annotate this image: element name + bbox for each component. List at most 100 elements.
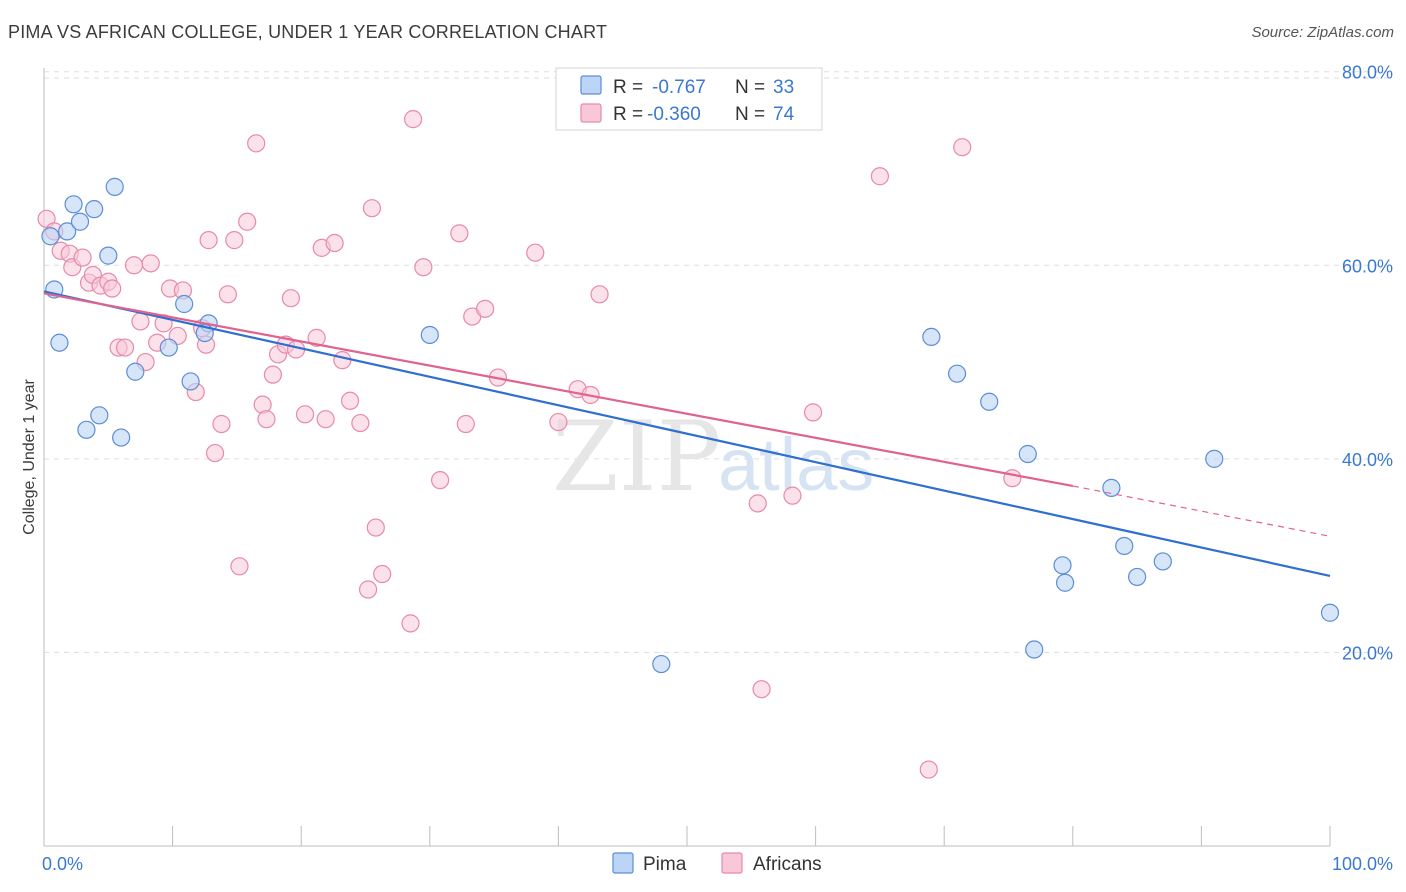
africans-point — [752, 680, 771, 699]
x-ticks — [43, 826, 1331, 846]
pima-n-value: 33 — [773, 77, 794, 98]
pima-point — [1115, 536, 1134, 556]
y-tick-label: 60.0% — [1342, 256, 1393, 276]
africans-series — [37, 110, 1022, 779]
pima-point — [181, 372, 200, 391]
africans-point — [475, 299, 495, 318]
pima-point — [1053, 556, 1072, 575]
africans-point — [238, 212, 257, 231]
x-tick-label: 100.0% — [1332, 854, 1393, 874]
africans-point — [340, 391, 360, 410]
legend-africans-swatch — [721, 852, 743, 874]
africans-point — [362, 199, 382, 218]
africans-point — [199, 231, 218, 250]
africans-point — [316, 410, 335, 429]
legend-pima-label: Pima — [643, 854, 687, 875]
pima-point — [420, 325, 439, 345]
x-tick-label: 0.0% — [42, 854, 83, 874]
pima-point — [1102, 478, 1121, 497]
pima-point — [1055, 573, 1075, 592]
pima-point — [70, 212, 90, 231]
legend-pima-swatch — [612, 852, 634, 874]
y-tick-label: 80.0% — [1342, 63, 1393, 83]
africans-point — [414, 258, 433, 277]
africans-point — [366, 518, 385, 537]
africans-r-value: -0.360 — [647, 104, 701, 125]
africans-point — [748, 494, 767, 513]
africans-point — [218, 285, 237, 304]
africans-point — [263, 365, 283, 384]
africans-point — [295, 405, 315, 424]
africans-point — [257, 410, 276, 429]
pima-point — [980, 392, 999, 411]
africans-point — [450, 224, 469, 243]
x-tick-labels: 0.0% 100.0% — [42, 854, 1393, 874]
pima-point — [85, 200, 104, 219]
africans-point — [403, 110, 423, 129]
africans-point — [115, 338, 135, 357]
pima-swatch — [580, 75, 602, 95]
y-axis-label: College, Under 1 year — [21, 379, 38, 535]
africans-point — [333, 351, 352, 370]
pima-point — [1025, 640, 1044, 659]
africans-point — [401, 614, 420, 633]
africans-r-label: R = — [613, 104, 643, 125]
pima-point — [50, 333, 69, 352]
pima-point — [90, 406, 109, 425]
pima-point — [947, 364, 967, 383]
africans-point — [124, 256, 144, 275]
watermark-zip: ZIP — [552, 401, 721, 513]
pima-point — [1205, 449, 1224, 468]
pima-point — [159, 338, 178, 357]
africans-point — [230, 557, 249, 576]
africans-n-value: 74 — [773, 104, 795, 125]
series-legend: Pima Africans — [612, 852, 822, 875]
africans-point — [212, 414, 231, 434]
trend-lines — [43, 290, 1331, 578]
pima-point — [112, 428, 131, 447]
africans-point — [456, 414, 475, 434]
y-tick-label: 20.0% — [1342, 643, 1393, 663]
africans-point — [783, 486, 802, 505]
africans-point — [351, 413, 370, 433]
pima-point — [175, 294, 194, 314]
africans-point — [73, 248, 92, 267]
pima-series — [41, 177, 1340, 674]
africans-point — [953, 138, 972, 157]
pima-point — [126, 362, 145, 381]
source-label: Source: ZipAtlas.com — [1251, 24, 1394, 41]
pima-point — [99, 246, 118, 265]
africans-swatch — [580, 103, 602, 123]
africans-point — [803, 403, 823, 422]
africans-point — [919, 760, 938, 779]
africans-point — [225, 231, 244, 250]
africans-point — [526, 243, 545, 262]
africans-point — [281, 289, 301, 308]
pima-point — [1018, 444, 1037, 464]
africans-point — [205, 443, 225, 463]
chart-title: PIMA VS AFRICAN COLLEGE, UNDER 1 YEAR CO… — [8, 22, 608, 42]
africans-point — [870, 167, 890, 186]
pima-point — [64, 195, 83, 214]
pima-point — [41, 227, 60, 246]
africans-point — [373, 564, 392, 584]
africans-point — [131, 312, 150, 331]
legend-africans-label: Africans — [753, 854, 822, 875]
africans-point — [549, 412, 568, 432]
pima-point — [58, 222, 77, 241]
pima-point — [105, 177, 124, 196]
africans-point — [325, 233, 344, 253]
pima-r-value: -0.767 — [652, 77, 706, 98]
africans-point — [307, 328, 326, 347]
africans-point — [103, 279, 122, 298]
africans-point — [141, 254, 160, 273]
pima-point — [652, 654, 671, 674]
pima-point — [1320, 603, 1340, 622]
pima-point — [922, 327, 941, 347]
y-tick-label: 40.0% — [1342, 450, 1393, 470]
africans-point — [590, 285, 609, 304]
y-tick-labels: 20.0% 40.0% 60.0% 80.0% — [1342, 63, 1393, 664]
africans-point — [1003, 469, 1022, 488]
pima-trend-line — [43, 290, 1331, 578]
